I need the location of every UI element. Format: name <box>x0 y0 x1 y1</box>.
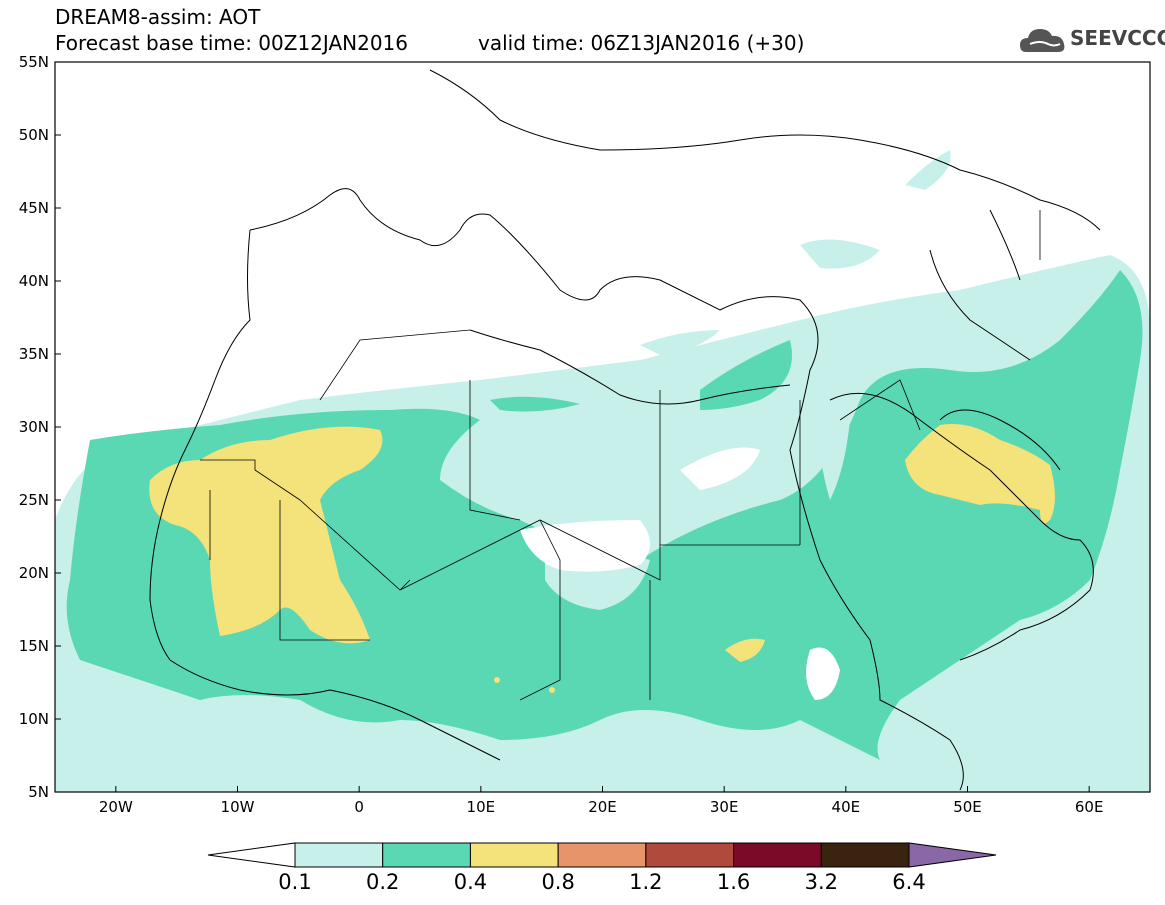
colorbar-label: 0.8 <box>541 870 575 894</box>
colorbar-box <box>557 842 647 868</box>
lon-label: 10W <box>221 798 255 816</box>
colorbar-label: 6.4 <box>892 870 926 894</box>
colorbar-label: 1.2 <box>629 870 663 894</box>
lat-label: 45N <box>19 199 49 217</box>
lon-label: 40E <box>832 798 861 816</box>
aot-below-0.1 <box>520 447 840 700</box>
lat-label: 15N <box>19 637 49 655</box>
colorbar-label: 0.1 <box>278 870 312 894</box>
colorbar-label: 1.6 <box>716 870 751 894</box>
lat-label: 30N <box>19 418 49 436</box>
lat-label: 5N <box>28 783 49 801</box>
lat-label: 10N <box>19 710 49 728</box>
colorbar-box <box>382 842 471 868</box>
lat-label: 20N <box>19 564 49 582</box>
lat-label: 55N <box>19 53 49 71</box>
logo-text: SEEVCCC <box>1070 26 1165 50</box>
lat-label: 25N <box>19 491 49 509</box>
colorbar-min-triangle <box>207 842 296 868</box>
colorbar-box <box>469 842 559 868</box>
lon-label: 20E <box>588 798 617 816</box>
colorbar-box <box>294 842 384 868</box>
lat-label: 35N <box>19 345 49 363</box>
forecast-base-time: Forecast base time: 00Z12JAN2016 <box>55 31 408 55</box>
cloud-logo-icon <box>1020 29 1065 52</box>
lon-label: 60E <box>1075 798 1104 816</box>
lon-label: 10E <box>467 798 496 816</box>
colorbar-box <box>820 842 910 868</box>
valid-time: valid time: 06Z13JAN2016 (+30) <box>478 31 805 55</box>
lat-label: 50N <box>19 126 49 144</box>
colorbar-label: 0.2 <box>366 870 400 894</box>
aot-level-0.4 <box>149 424 1055 693</box>
coastlines <box>149 69 1101 791</box>
lon-label: 50E <box>953 798 982 816</box>
lon-label: 30E <box>710 798 739 816</box>
lon-label: 0 <box>354 798 364 816</box>
map-title: DREAM8-assim: AOT <box>55 5 261 29</box>
colorbar-label: 3.2 <box>804 870 838 894</box>
axis-ticks: 55N 50N 45N 40N 35N 30N 25N 20N 15N 10N 5N 20W 10W 0 1… <box>19 53 1104 816</box>
colorbar-box <box>645 842 735 868</box>
lat-label: 40N <box>19 272 49 290</box>
colorbar-box <box>733 842 822 868</box>
colorbar-label: 0.4 <box>453 870 488 894</box>
country-borders <box>200 210 1041 701</box>
colorbar-max-triangle <box>908 842 997 868</box>
lon-label: 20W <box>99 798 133 816</box>
